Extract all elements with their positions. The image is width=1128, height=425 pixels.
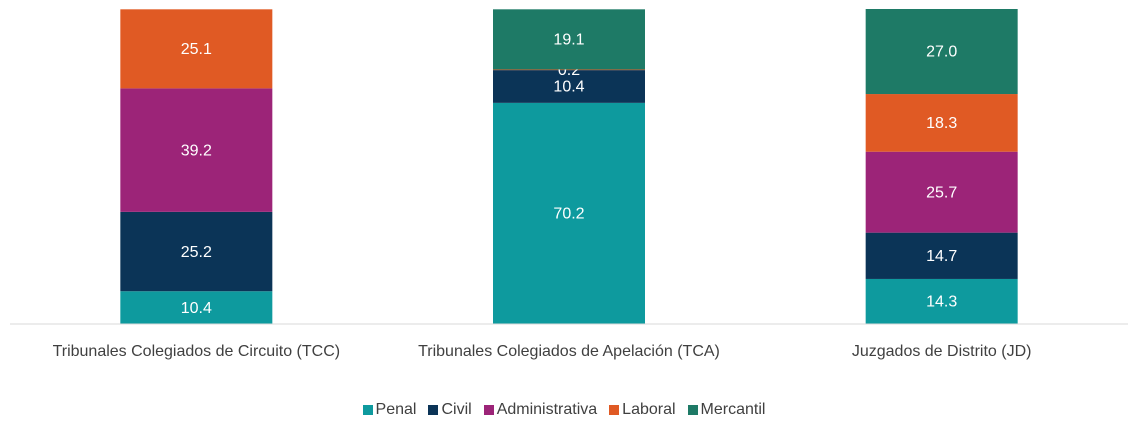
bar-segment — [493, 9, 645, 70]
bar-segment — [865, 151, 1018, 233]
legend-swatch — [428, 405, 439, 415]
legend-item: Civil — [428, 401, 472, 419]
data-label: 10.4 — [181, 300, 212, 317]
data-label: 39.2 — [181, 142, 212, 159]
bar-segment — [865, 9, 1018, 95]
data-label: 14.3 — [926, 294, 957, 311]
bar-segment — [120, 211, 273, 292]
bar-segment — [865, 278, 1018, 324]
legend-swatch — [687, 405, 698, 415]
data-label: 25.7 — [926, 184, 957, 201]
legend-item: Mercantil — [687, 401, 766, 419]
legend-swatch — [362, 405, 373, 415]
data-label: 25.1 — [181, 41, 212, 58]
legend: Penal Civil Administrativa Laboral Mercantil — [0, 401, 1128, 419]
data-label: 25.2 — [181, 244, 212, 261]
data-label: 27.0 — [926, 44, 957, 61]
data-label: 18.3 — [926, 115, 957, 132]
legend-label: Mercantil — [700, 401, 766, 418]
x-tick-label: Juzgados de Distrito (JD) — [851, 343, 1032, 360]
bar-segment — [120, 88, 273, 212]
legend-item: Penal — [362, 401, 417, 419]
data-label: 10.4 — [553, 79, 584, 96]
bar-segment — [865, 94, 1018, 152]
legend-label: Civil — [441, 401, 472, 418]
bar-segment — [120, 291, 273, 324]
legend-item: Administrativa — [483, 401, 598, 419]
legend-swatch — [609, 405, 620, 415]
legend-label: Penal — [375, 401, 417, 418]
legend-item: Laboral — [609, 401, 676, 419]
data-label: 19.1 — [553, 32, 584, 49]
data-label: 70.2 — [553, 206, 584, 223]
legend-label: Laboral — [622, 401, 676, 418]
x-tick-label: Tribunales Colegiados de Circuito (TCC) — [52, 343, 341, 360]
legend-swatch — [483, 405, 494, 415]
bar-segment — [493, 102, 645, 325]
x-tick-label: Tribunales Colegiados de Apelación (TCA) — [418, 343, 720, 360]
bar-segment — [120, 9, 273, 89]
data-label: 14.7 — [926, 248, 957, 265]
legend-label: Administrativa — [496, 401, 598, 418]
bar-segment — [493, 70, 645, 103]
bar-segment — [865, 232, 1018, 279]
bar-segment — [493, 69, 645, 71]
